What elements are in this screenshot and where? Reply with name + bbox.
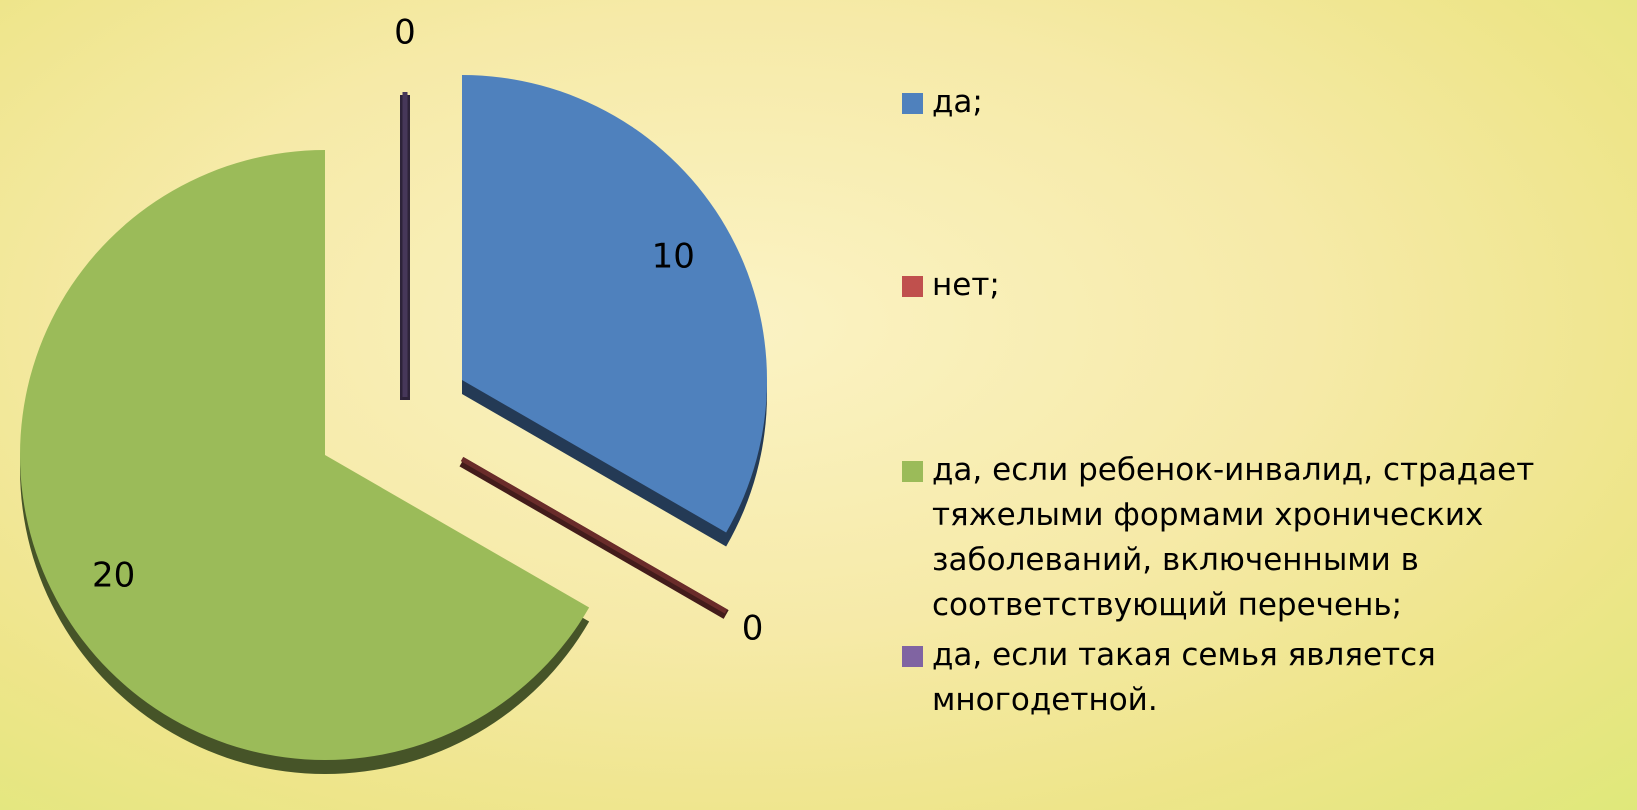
legend-item: да;: [902, 80, 1622, 125]
legend-label: нет;: [932, 267, 1000, 303]
slice: [462, 75, 767, 533]
legend-label: да, если такая семья является многодетно…: [932, 637, 1436, 718]
slice: [20, 150, 590, 760]
legend-swatch: [902, 646, 923, 667]
legend-item: нет;: [902, 263, 1622, 308]
legend-swatch: [902, 93, 923, 114]
slice-depth: [459, 457, 729, 619]
data-label: 10: [652, 237, 695, 277]
slice: [460, 456, 728, 614]
legend-item: да, если ребенок-инвалид, страдает тяжел…: [902, 448, 1622, 628]
legend-label: да, если ребенок-инвалид, страдает тяжел…: [932, 452, 1535, 623]
legend-swatch: [902, 276, 923, 297]
data-label: 20: [92, 556, 135, 596]
data-label: 0: [742, 608, 764, 648]
legend-item: да, если такая семья является многодетно…: [902, 633, 1622, 723]
legend-swatch: [902, 461, 923, 482]
legend-label: да;: [932, 84, 983, 120]
data-label: 0: [394, 13, 416, 53]
